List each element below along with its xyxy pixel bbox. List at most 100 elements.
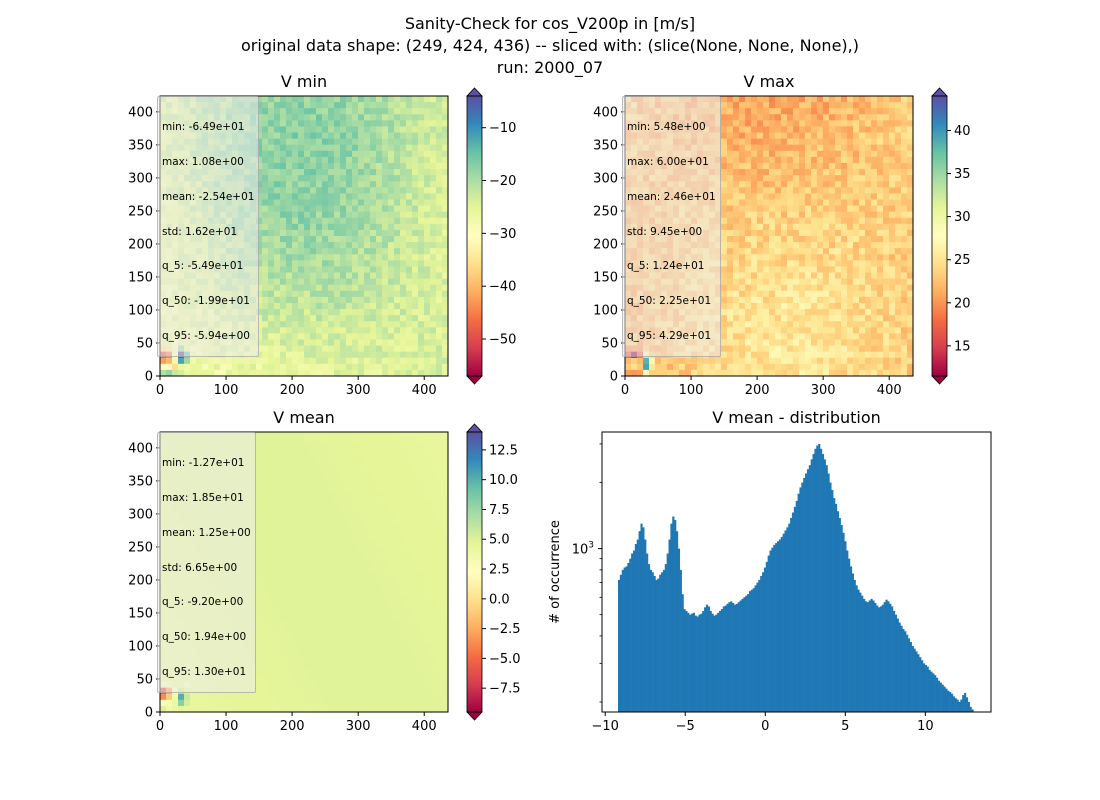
heatmap-cell bbox=[907, 211, 914, 219]
heatmap-cell bbox=[727, 144, 734, 152]
heatmap-cell bbox=[775, 162, 782, 170]
heatmap-cell bbox=[811, 175, 818, 182]
heatmap-cell bbox=[787, 96, 794, 103]
heatmap-cell bbox=[274, 278, 281, 286]
heatmap-cell bbox=[799, 278, 806, 286]
heatmap-cell bbox=[352, 144, 359, 152]
heatmap-cell bbox=[340, 199, 347, 207]
heatmap-cell bbox=[775, 242, 782, 249]
heatmap-cell bbox=[394, 126, 401, 134]
heatmap-cell bbox=[172, 693, 179, 701]
heatmap-cell bbox=[733, 199, 740, 207]
heatmap-cell bbox=[184, 357, 191, 365]
heatmap-cell bbox=[286, 199, 293, 207]
heatmap-cell bbox=[388, 296, 395, 304]
heatmap-cell bbox=[394, 96, 401, 103]
heatmap-cell bbox=[745, 223, 752, 231]
heatmap-cell bbox=[733, 175, 740, 182]
heatmap-cell bbox=[358, 327, 365, 334]
heatmap-cell bbox=[769, 114, 776, 121]
heatmap-cell bbox=[811, 108, 818, 115]
heatmap-cell bbox=[406, 357, 413, 365]
heatmap-cell bbox=[268, 150, 275, 158]
heatmap-cell bbox=[172, 369, 179, 377]
heatmap-cell bbox=[388, 242, 395, 249]
heatmap-cell bbox=[316, 217, 323, 225]
heatmap-cell bbox=[835, 181, 842, 188]
heatmap-cell bbox=[763, 175, 770, 182]
heatmap-cell bbox=[424, 302, 431, 310]
heatmap-cell bbox=[310, 351, 317, 359]
heatmap-cell bbox=[775, 108, 782, 115]
heatmap-cell bbox=[304, 357, 311, 365]
heatmap-cell bbox=[208, 357, 215, 365]
heatmap-cell bbox=[256, 229, 263, 237]
heatmap-cell bbox=[733, 327, 740, 334]
heatmap-cell bbox=[877, 248, 884, 255]
heatmap-cell bbox=[244, 363, 251, 371]
heatmap-cell bbox=[793, 211, 800, 219]
heatmap-cell bbox=[853, 351, 860, 359]
heatmap-cell bbox=[418, 345, 425, 353]
heatmap-cell bbox=[358, 138, 365, 146]
heatmap-cell bbox=[286, 96, 293, 103]
heatmap-cell bbox=[817, 315, 824, 322]
heatmap-cell bbox=[805, 138, 812, 146]
heatmap-cell bbox=[679, 369, 686, 377]
heatmap-cell bbox=[334, 144, 341, 152]
heatmap-cell bbox=[442, 363, 449, 371]
heatmap-cell bbox=[412, 278, 419, 286]
heatmap-cell bbox=[727, 120, 734, 128]
heatmap-cell bbox=[304, 229, 311, 237]
heatmap-cell bbox=[184, 363, 191, 371]
heatmap-cell bbox=[280, 102, 287, 109]
heatmap-cell bbox=[406, 96, 413, 103]
heatmap-cell bbox=[799, 132, 806, 140]
heatmap-cell bbox=[811, 187, 818, 194]
heatmap-cell bbox=[382, 290, 389, 298]
heatmap-cell bbox=[346, 333, 353, 341]
heatmap-cell bbox=[811, 321, 818, 328]
heatmap-cell bbox=[781, 193, 788, 201]
heatmap-cell bbox=[286, 181, 293, 188]
heatmap-cell bbox=[889, 199, 896, 207]
heatmap-cell bbox=[859, 211, 866, 219]
heatmap-cell bbox=[877, 181, 884, 188]
heatmap-cell bbox=[805, 175, 812, 182]
heatmap-cell bbox=[292, 114, 299, 121]
heatmap-cell bbox=[196, 363, 203, 371]
heatmap-cell bbox=[436, 205, 443, 213]
heatmap-cell bbox=[400, 296, 407, 304]
heatmap-cell bbox=[262, 296, 269, 304]
heatmap-cell bbox=[304, 254, 311, 261]
heatmap-cell bbox=[418, 126, 425, 134]
heatmap-cell bbox=[787, 315, 794, 322]
colorbar-tick-label: 35 bbox=[954, 167, 971, 182]
heatmap-cell bbox=[310, 217, 317, 225]
heatmap-cell bbox=[304, 302, 311, 310]
heatmap-cell bbox=[334, 254, 341, 261]
heatmap-cell bbox=[394, 175, 401, 182]
heatmap-cell bbox=[322, 120, 329, 128]
heatmap-cell bbox=[835, 138, 842, 146]
heatmap-cell bbox=[328, 193, 335, 201]
heatmap-cell bbox=[322, 357, 329, 365]
heatmap-cell bbox=[406, 102, 413, 109]
heatmap-cell bbox=[196, 705, 203, 713]
heatmap-cell bbox=[817, 175, 824, 182]
heatmap-cell bbox=[751, 242, 758, 249]
heatmap-cell bbox=[805, 96, 812, 103]
heatmap-cell bbox=[739, 290, 746, 298]
heatmap-cell bbox=[352, 181, 359, 188]
heatmap-cell bbox=[721, 175, 728, 182]
heatmap-cell bbox=[739, 260, 746, 268]
heatmap-cell bbox=[799, 126, 806, 134]
heatmap-cell bbox=[322, 132, 329, 140]
heatmap-cell bbox=[436, 193, 443, 201]
heatmap-cell bbox=[739, 315, 746, 322]
heatmap-cell bbox=[388, 108, 395, 115]
heatmap-cell bbox=[805, 193, 812, 201]
heatmap-cell bbox=[727, 169, 734, 176]
heatmap-cell bbox=[268, 187, 275, 194]
heatmap-cell bbox=[889, 156, 896, 164]
